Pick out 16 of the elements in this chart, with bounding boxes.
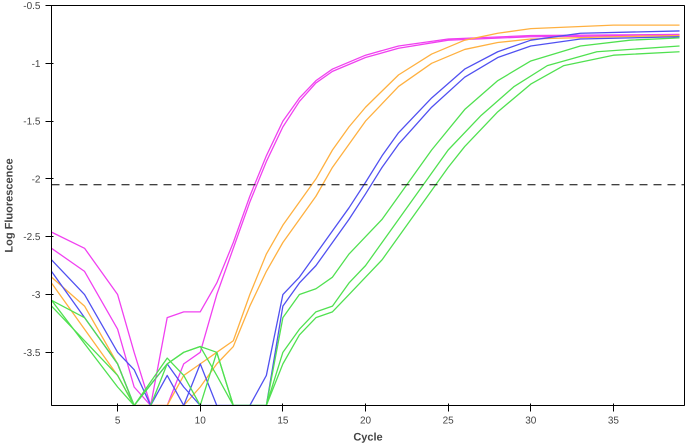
x-tick-label: 25 (442, 416, 454, 426)
x-axis-title: Cycle (353, 432, 383, 444)
y-tick-label: -2 (32, 174, 41, 186)
y-tick-label: -2.5 (23, 232, 41, 244)
y-tick-label: -0.5 (23, 1, 41, 12)
y-tick-label: -1 (32, 58, 41, 70)
y-axis-title: Log Fluorescence (3, 158, 16, 253)
y-tick-label: -1.5 (23, 116, 41, 128)
x-tick-label: 5 (114, 416, 121, 426)
y-tick-label: -3.5 (23, 348, 41, 359)
y-tick-label: -3 (32, 290, 41, 302)
x-tick-label: 15 (277, 416, 289, 426)
x-tick-label: 30 (525, 416, 537, 426)
x-tick-label: 10 (194, 416, 206, 426)
x-tick-label: 35 (608, 416, 620, 426)
x-tick-label: 20 (360, 416, 372, 426)
